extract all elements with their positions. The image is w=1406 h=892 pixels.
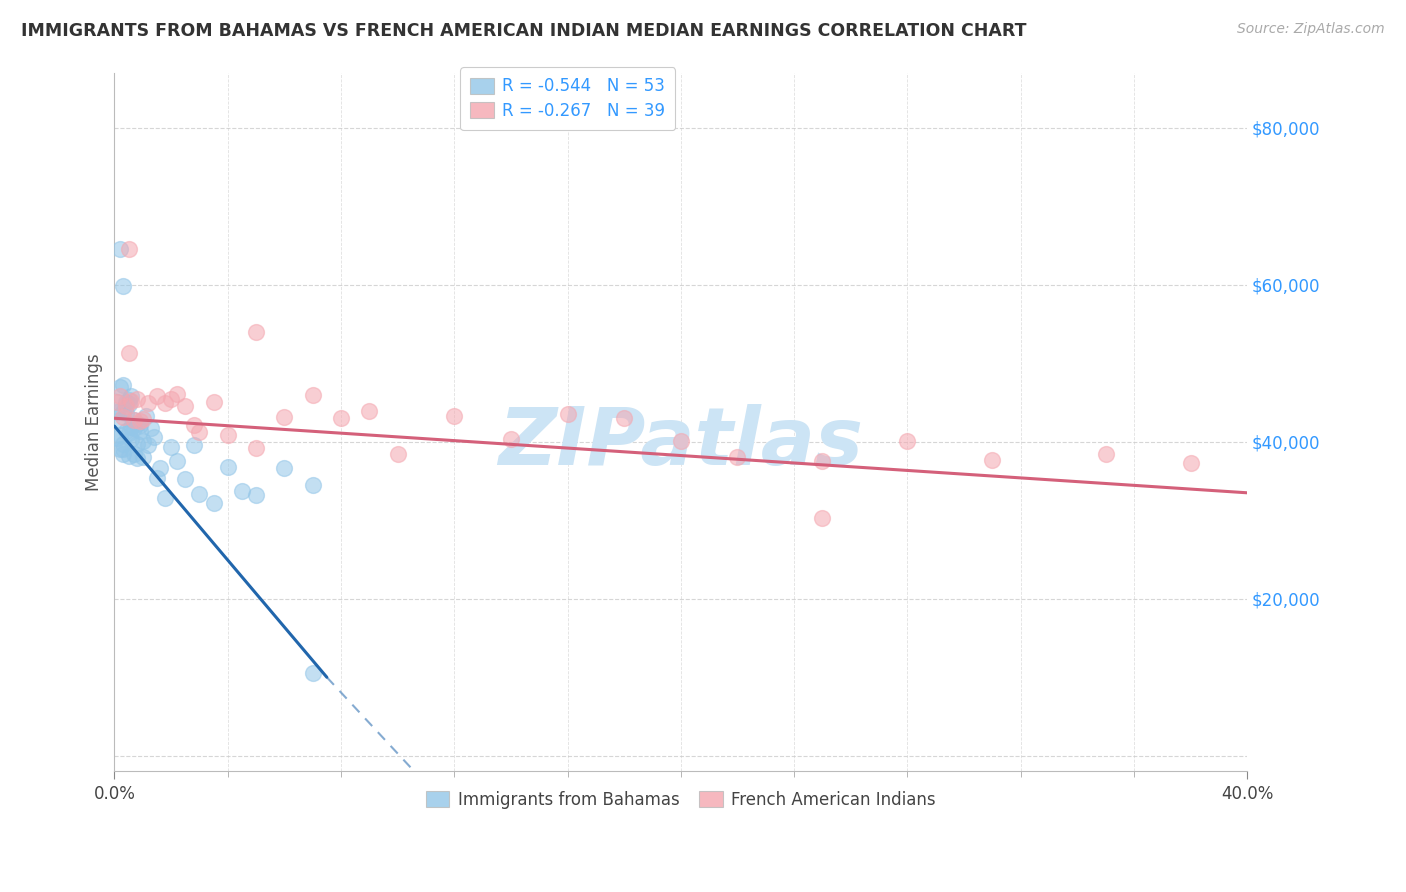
Point: [120, 420, 142, 434]
Point: [125, 417, 148, 431]
Point: [108, 427, 131, 442]
Point: [217, 459, 239, 474]
Point: [108, 413, 131, 427]
Point: [111, 436, 134, 450]
Point: [114, 395, 136, 409]
Point: [132, 450, 155, 464]
Point: [301, 477, 323, 491]
Point: [114, 424, 136, 438]
Point: [135, 409, 157, 423]
Point: [125, 436, 148, 450]
Point: [669, 434, 692, 449]
Point: [1094, 447, 1116, 461]
Point: [122, 447, 145, 461]
Point: [111, 279, 134, 293]
Point: [111, 447, 134, 461]
Point: [202, 496, 225, 510]
Point: [129, 424, 152, 438]
Point: [896, 434, 918, 448]
Point: [981, 453, 1004, 467]
Point: [245, 441, 267, 455]
Text: ZIPatlas: ZIPatlas: [498, 404, 863, 483]
Point: [108, 242, 131, 256]
Text: IMMIGRANTS FROM BAHAMAS VS FRENCH AMERICAN INDIAN MEDIAN EARNINGS CORRELATION CH: IMMIGRANTS FROM BAHAMAS VS FRENCH AMERIC…: [21, 22, 1026, 40]
Point: [166, 387, 188, 401]
Point: [183, 418, 205, 433]
Point: [132, 434, 155, 448]
Point: [499, 433, 522, 447]
Y-axis label: Median Earnings: Median Earnings: [86, 353, 103, 491]
Point: [120, 432, 142, 446]
Point: [117, 242, 139, 256]
Point: [125, 450, 148, 465]
Point: [108, 442, 131, 456]
Point: [114, 400, 136, 414]
Point: [149, 461, 172, 475]
Point: [330, 410, 353, 425]
Point: [111, 442, 134, 457]
Text: Source: ZipAtlas.com: Source: ZipAtlas.com: [1237, 22, 1385, 37]
Point: [122, 413, 145, 427]
Point: [122, 421, 145, 435]
Point: [273, 461, 295, 475]
Point: [166, 454, 188, 468]
Point: [301, 388, 323, 402]
Point: [1180, 456, 1202, 470]
Point: [155, 491, 177, 506]
Point: [245, 488, 267, 502]
Point: [117, 425, 139, 440]
Point: [217, 428, 239, 442]
Point: [117, 346, 139, 360]
Point: [155, 396, 177, 410]
Point: [202, 395, 225, 409]
Point: [111, 378, 134, 392]
Point: [160, 392, 183, 406]
Point: [122, 412, 145, 426]
Point: [111, 409, 134, 424]
Point: [108, 380, 131, 394]
Point: [105, 405, 128, 419]
Point: [443, 409, 465, 423]
Point: [245, 325, 267, 339]
Point: [811, 454, 834, 468]
Point: [120, 393, 142, 408]
Point: [117, 449, 139, 463]
Point: [387, 447, 409, 461]
Point: [141, 421, 163, 435]
Point: [231, 483, 253, 498]
Point: [160, 441, 183, 455]
Point: [613, 410, 636, 425]
Point: [138, 438, 160, 452]
Point: [120, 389, 142, 403]
Point: [174, 399, 197, 413]
Point: [188, 425, 211, 439]
Point: [117, 392, 139, 407]
Point: [129, 417, 152, 432]
Point: [188, 487, 211, 501]
Point: [557, 407, 579, 421]
Point: [359, 403, 381, 417]
Point: [114, 406, 136, 420]
Point: [125, 392, 148, 406]
Point: [727, 450, 749, 464]
Point: [105, 395, 128, 409]
Point: [138, 396, 160, 410]
Point: [117, 397, 139, 411]
Point: [174, 472, 197, 486]
Point: [111, 405, 134, 419]
Point: [108, 389, 131, 403]
Point: [105, 394, 128, 409]
Point: [143, 430, 166, 444]
Point: [129, 414, 152, 428]
Legend: Immigrants from Bahamas, French American Indians: Immigrants from Bahamas, French American…: [419, 784, 942, 815]
Point: [146, 389, 169, 403]
Point: [811, 510, 834, 524]
Point: [301, 665, 323, 680]
Point: [146, 470, 169, 484]
Point: [105, 432, 128, 446]
Point: [183, 437, 205, 451]
Point: [273, 409, 295, 424]
Point: [132, 412, 155, 426]
